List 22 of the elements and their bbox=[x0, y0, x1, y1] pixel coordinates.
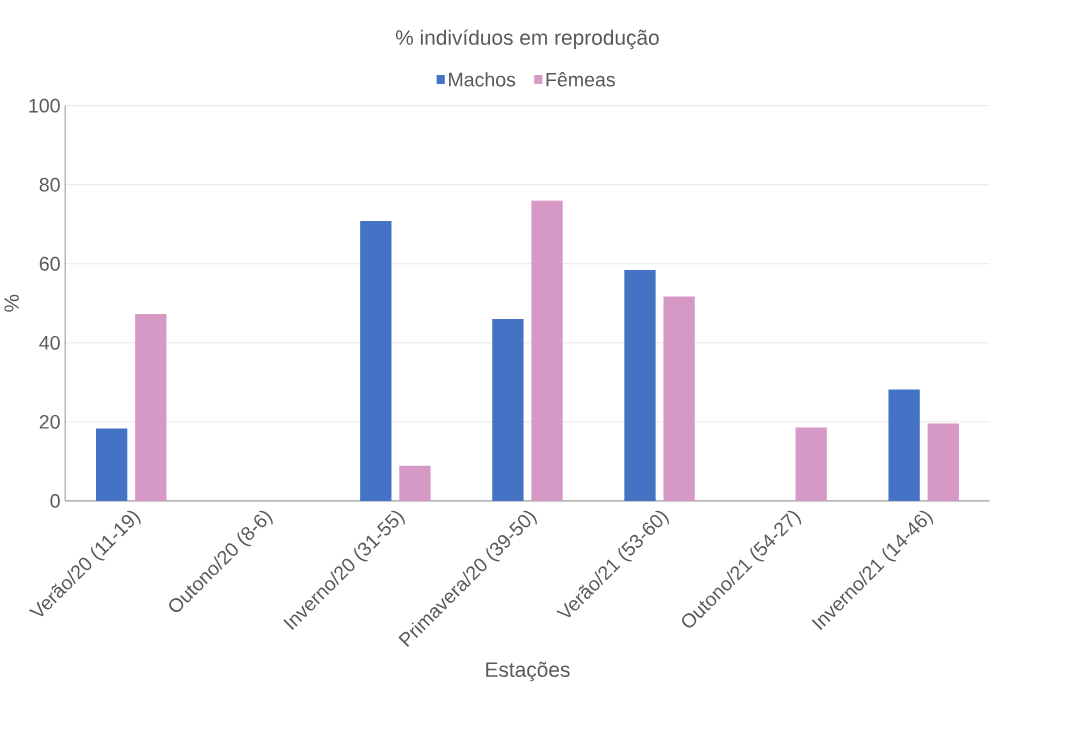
bar bbox=[624, 270, 656, 502]
y-tick-label: 80 bbox=[39, 177, 60, 192]
y-tick-label: 0 bbox=[50, 494, 60, 508]
bar bbox=[95, 428, 128, 502]
y-tick-label: 100 bbox=[29, 98, 60, 113]
legend-label: Machos bbox=[449, 72, 516, 87]
bar bbox=[531, 200, 563, 502]
y-axis-title: % bbox=[4, 294, 19, 312]
y-tick-label: 40 bbox=[39, 335, 60, 350]
y-tick-label: 20 bbox=[39, 415, 60, 429]
bar bbox=[663, 296, 695, 502]
bar bbox=[795, 427, 827, 502]
y-tick-label: 60 bbox=[39, 256, 60, 271]
bar bbox=[360, 221, 392, 502]
bar bbox=[135, 314, 167, 502]
bar bbox=[888, 389, 920, 502]
bar bbox=[399, 465, 431, 502]
x-axis-title: Estações bbox=[486, 661, 570, 682]
legend-label: Fêmeas bbox=[546, 72, 615, 87]
bar bbox=[927, 423, 959, 502]
chart-title: % indivíduos em reprodução bbox=[395, 29, 659, 50]
bar bbox=[492, 319, 524, 502]
